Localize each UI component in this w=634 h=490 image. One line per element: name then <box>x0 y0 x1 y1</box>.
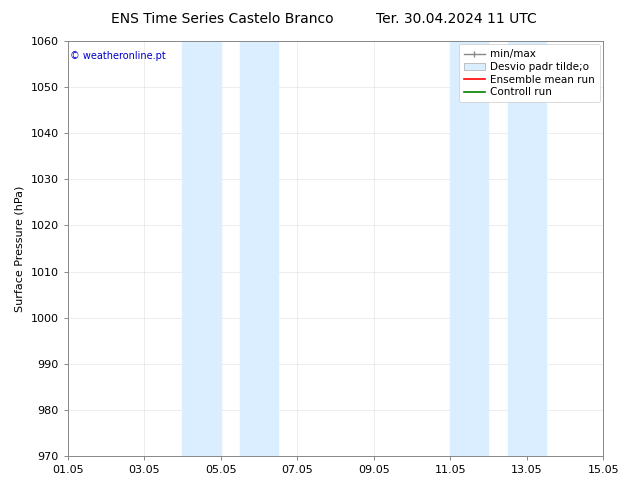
Bar <box>183 41 221 456</box>
Text: Ter. 30.04.2024 11 UTC: Ter. 30.04.2024 11 UTC <box>376 12 537 26</box>
Bar <box>240 41 278 456</box>
Text: ENS Time Series Castelo Branco: ENS Time Series Castelo Branco <box>110 12 333 26</box>
Bar <box>450 41 488 456</box>
Bar <box>508 41 546 456</box>
Legend: min/max, Desvio padr tilde;o, Ensemble mean run, Controll run: min/max, Desvio padr tilde;o, Ensemble m… <box>459 44 600 102</box>
Y-axis label: Surface Pressure (hPa): Surface Pressure (hPa) <box>15 185 25 312</box>
Text: © weatheronline.pt: © weatheronline.pt <box>70 51 166 61</box>
